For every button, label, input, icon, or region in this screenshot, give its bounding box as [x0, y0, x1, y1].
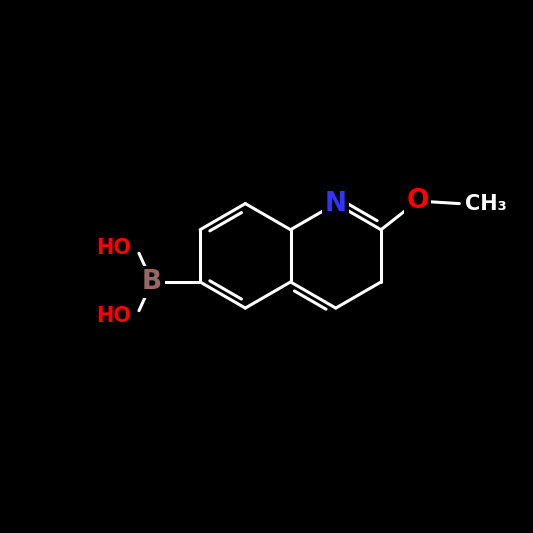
Text: HO: HO — [96, 238, 131, 258]
Text: B: B — [142, 269, 162, 295]
Text: O: O — [406, 188, 429, 214]
Text: N: N — [325, 191, 347, 216]
Text: CH₃: CH₃ — [465, 193, 506, 214]
Text: HO: HO — [96, 306, 131, 326]
